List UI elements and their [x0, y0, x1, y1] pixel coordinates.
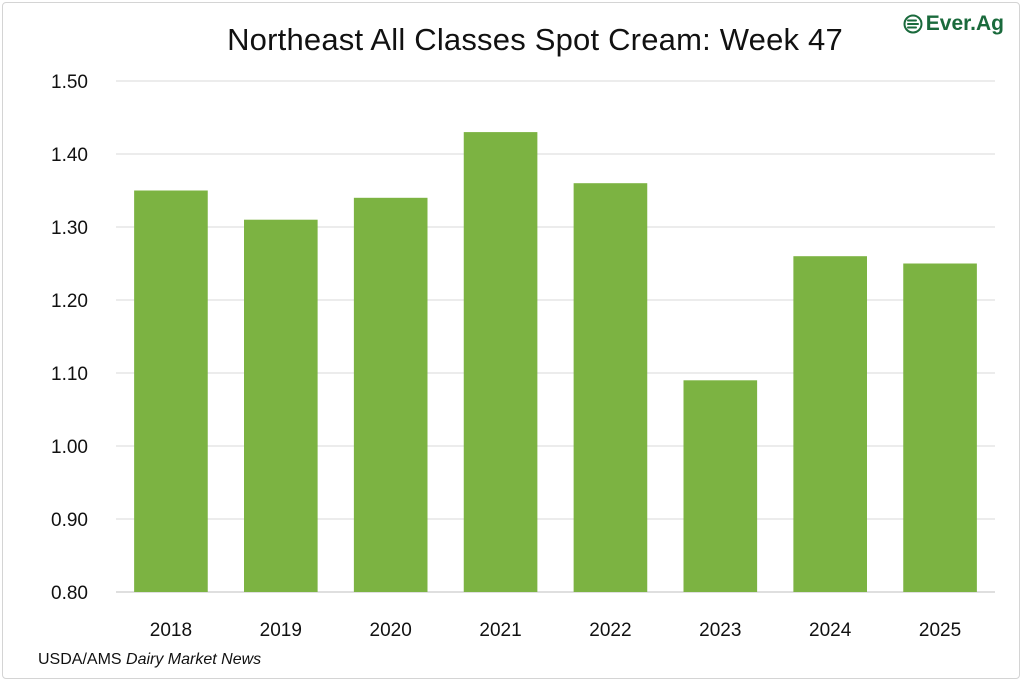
x-tick-label: 2018 [150, 620, 192, 641]
x-tick-label: 2020 [370, 620, 412, 641]
logo-text: Ever.Ag [925, 12, 1004, 35]
bar [353, 197, 428, 593]
bar [463, 132, 538, 592]
x-tick-label: 2023 [699, 620, 741, 641]
y-tick-label: 0.80 [51, 583, 88, 604]
x-tick-label: 2022 [589, 620, 631, 641]
brand-logo: Ever.Ag [903, 12, 1004, 36]
y-tick-label: 1.00 [51, 437, 88, 458]
x-tick-label: 2019 [260, 620, 302, 641]
y-tick-label: 1.10 [51, 364, 88, 385]
bar [793, 256, 867, 592]
y-tick-label: 1.40 [51, 145, 88, 166]
source-publication: Dairy Market News [126, 651, 262, 668]
y-tick-label: 1.20 [51, 291, 88, 312]
x-tick-label: 2025 [919, 620, 961, 641]
x-tick-label: 2021 [479, 620, 521, 641]
y-tick-label: 0.90 [51, 510, 88, 531]
chart-title: Northeast All Classes Spot Cream: Week 4… [227, 22, 843, 57]
source-prefix: USDA/AMS [38, 651, 127, 668]
y-tick-label: 1.30 [51, 218, 88, 239]
bar [903, 263, 977, 592]
bar [573, 183, 648, 592]
bar [244, 219, 318, 592]
source-note: USDA/AMS Dairy Market News [38, 651, 261, 669]
bar [683, 380, 758, 592]
y-tick-label: 1.50 [51, 72, 88, 93]
x-tick-label: 2024 [809, 620, 852, 641]
bar [134, 190, 208, 592]
ever-ag-logo-icon [903, 14, 923, 34]
